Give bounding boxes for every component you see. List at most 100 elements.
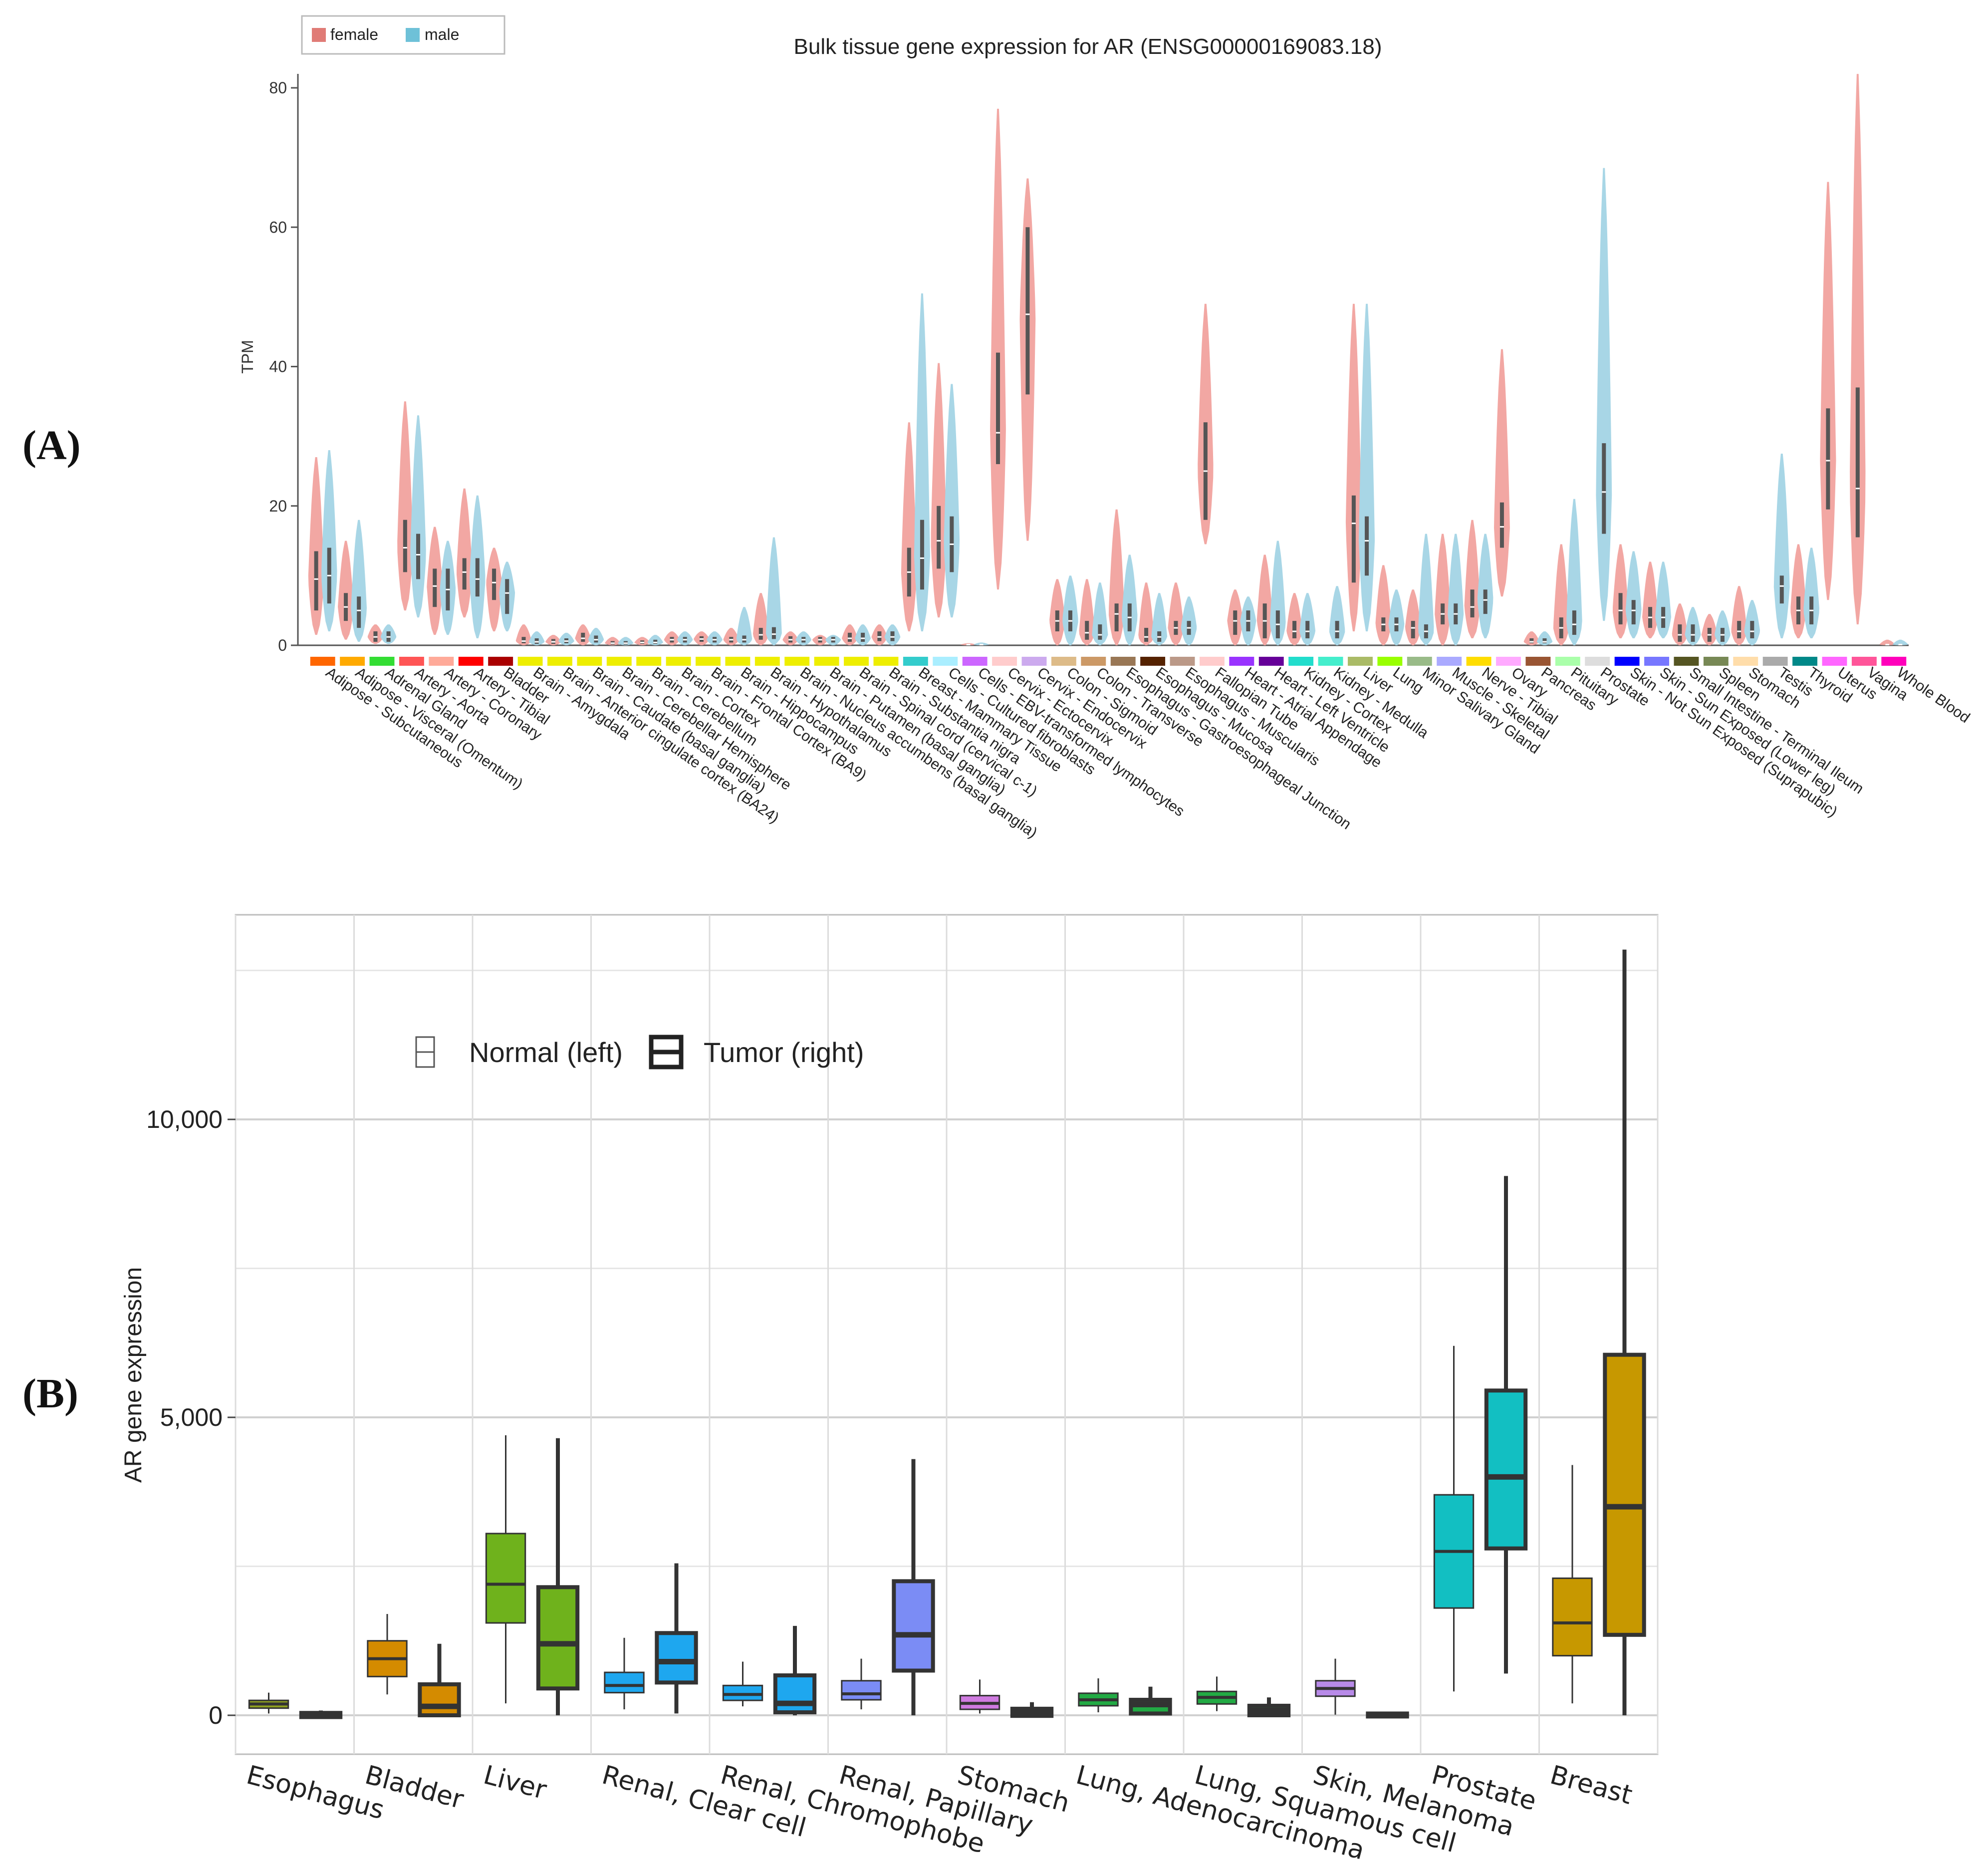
legend: Normal (left) Tumor (right) (415, 1035, 864, 1069)
male-artery-aorta-violin (410, 415, 426, 618)
female-vagina-violin (1850, 74, 1866, 625)
male-prostate-iqr (1602, 443, 1606, 534)
female-esophagus-gastroesophageal-junction-iqr (1114, 603, 1119, 632)
female-artery-tibial-violin (457, 488, 473, 618)
violin-group-nerve-tibial (1464, 520, 1493, 638)
y-axis-label: TPM (239, 340, 256, 374)
female-brain-amygdala-iqr (521, 637, 526, 643)
color-key-brain-caudate-basal-ganglia (577, 657, 602, 666)
violin-group-brain-substantia-nigra (871, 624, 901, 645)
male-skin-sun-exposed-lower-leg-violin (1655, 561, 1672, 638)
violin-group-skin-sun-exposed-lower-leg (1642, 561, 1672, 638)
female-brain-amygdala-violin (515, 624, 532, 645)
female-stomach-violin (1731, 586, 1747, 645)
female-artery-aorta-violin (397, 401, 413, 611)
male-small-intestine-terminal-ileum-iqr (1691, 624, 1695, 642)
color-key-adipose-subcutaneous (310, 657, 335, 666)
female-skin-not-sun-exposed-suprapubic-violin (1613, 544, 1629, 638)
y-axis-ticks: 0 20 40 60 80 (269, 79, 298, 654)
female-minor-salivary-gland-iqr (1411, 621, 1415, 639)
violin-group-artery-tibial (457, 488, 486, 638)
male-brain-cerebellar-hemisphere-violin (618, 637, 634, 645)
x-tick-label: Breast (1547, 1760, 1635, 1811)
female-skin-not-sun-exposed-suprapubic-iqr (1618, 593, 1623, 625)
normal-renal-clear-cell-box (604, 1671, 645, 1694)
color-key-artery-tibial (458, 657, 484, 666)
color-key-skin-sun-exposed-lower-leg (1644, 657, 1669, 666)
violin-group-stomach (1731, 586, 1760, 645)
tumor-prostate-box (1484, 1388, 1528, 1551)
female-kidney-cortex-iqr (1292, 621, 1297, 639)
legend-box (301, 15, 505, 55)
male-pituitary-violin (1566, 499, 1582, 645)
male-thyroid-violin (1803, 547, 1819, 638)
violin-group-thyroid (1790, 544, 1819, 638)
male-nerve-tibial-iqr (1483, 589, 1488, 614)
violin-group-artery-aorta (397, 401, 426, 618)
violin-group-muscle-skeletal (1435, 534, 1464, 645)
male-adipose-visceral-omentum-iqr (357, 596, 361, 628)
female-lung-violin (1375, 565, 1392, 645)
color-key-spleen (1703, 657, 1729, 666)
violin-group-minor-salivary-gland (1405, 534, 1434, 645)
color-key-testis (1762, 657, 1788, 666)
normal-liver-box (485, 1533, 526, 1624)
violin-group-brain-anterior-cingulate-cortex-ba24 (545, 632, 575, 645)
violin-group-spleen (1701, 610, 1731, 645)
color-key-brain-hypothalamus (754, 657, 780, 666)
female-muscle-skeletal-violin (1435, 534, 1451, 645)
violin-group-brain-cerebellar-hemisphere (605, 637, 634, 645)
violin-group-brain-hypothalamus (753, 537, 782, 645)
box-group-stomach (959, 1679, 1054, 1718)
tumor-breast-box (1603, 1352, 1646, 1637)
color-key-artery-coronary (429, 657, 454, 666)
violin-group-skin-not-sun-exposed-suprapubic (1613, 544, 1642, 638)
male-whole-blood-violin (1892, 639, 1908, 645)
box-group-renal-clear-cell (604, 1563, 698, 1714)
panel-label-b: (B) (22, 1370, 78, 1417)
color-key-liver (1348, 657, 1373, 666)
violin-group-colon-sigmoid (1049, 575, 1078, 645)
male-brain-hippocampus-violin (736, 607, 752, 645)
female-brain-hypothalamus-iqr (758, 628, 763, 640)
grid (235, 915, 1659, 1754)
box-group-skin-melanoma (1315, 1658, 1409, 1719)
female-uterus-violin (1820, 182, 1836, 600)
male-kidney-cortex-iqr (1305, 621, 1310, 639)
box-chart: 0 5,000 10,000 AR gene expression Esophagu… (120, 914, 1659, 1866)
violin-group-adipose-subcutaneous (308, 450, 337, 635)
male-adipose-subcutaneous-violin (321, 450, 337, 632)
female-liver-iqr (1351, 495, 1356, 583)
violin-group-whole-blood (1879, 639, 1908, 646)
x-tick-label: Esophagus (244, 1760, 388, 1826)
color-key-pituitary (1555, 657, 1580, 666)
female-nerve-tibial-violin (1464, 520, 1481, 638)
color-key-heart-left-ventricle (1258, 657, 1284, 666)
male-skin-not-sun-exposed-suprapubic-violin (1625, 551, 1642, 638)
tumor-liver-box (536, 1585, 580, 1691)
violin-group-cells-ebv-transformed-lymphocytes (960, 642, 990, 646)
violin-group-cervix-endocervix (1019, 178, 1036, 541)
violin-group-esophagus-gastroesophageal-junction (1108, 509, 1138, 645)
female-liver-violin (1345, 303, 1362, 632)
x-tick-label: Liver (481, 1760, 550, 1806)
male-esophagus-mucosa-violin (1151, 593, 1168, 645)
legend-label-female: female (330, 25, 378, 43)
violin-group-uterus (1820, 182, 1836, 600)
tumor-bladder-box (418, 1682, 461, 1718)
color-key-cervix-ectocervix (992, 657, 1017, 666)
male-minor-salivary-gland-violin (1418, 534, 1434, 645)
color-key-cells-ebv-transformed-lymphocytes (962, 657, 988, 666)
violin-group-ovary (1494, 349, 1510, 597)
violin-group-pancreas (1523, 631, 1553, 645)
violin-group-vagina (1850, 74, 1866, 625)
female-uterus-iqr (1826, 408, 1830, 510)
male-colon-transverse-iqr (1098, 624, 1102, 640)
y-tick-label: 80 (269, 79, 287, 97)
male-stomach-iqr (1750, 621, 1754, 639)
male-liver-iqr (1365, 516, 1369, 576)
female-breast-mammary-tissue-violin (901, 422, 917, 632)
female-heart-left-ventricle-violin (1256, 554, 1273, 645)
male-esophagus-gastroesophageal-junction-violin (1122, 554, 1138, 645)
color-key-kidney-medulla (1318, 657, 1343, 666)
